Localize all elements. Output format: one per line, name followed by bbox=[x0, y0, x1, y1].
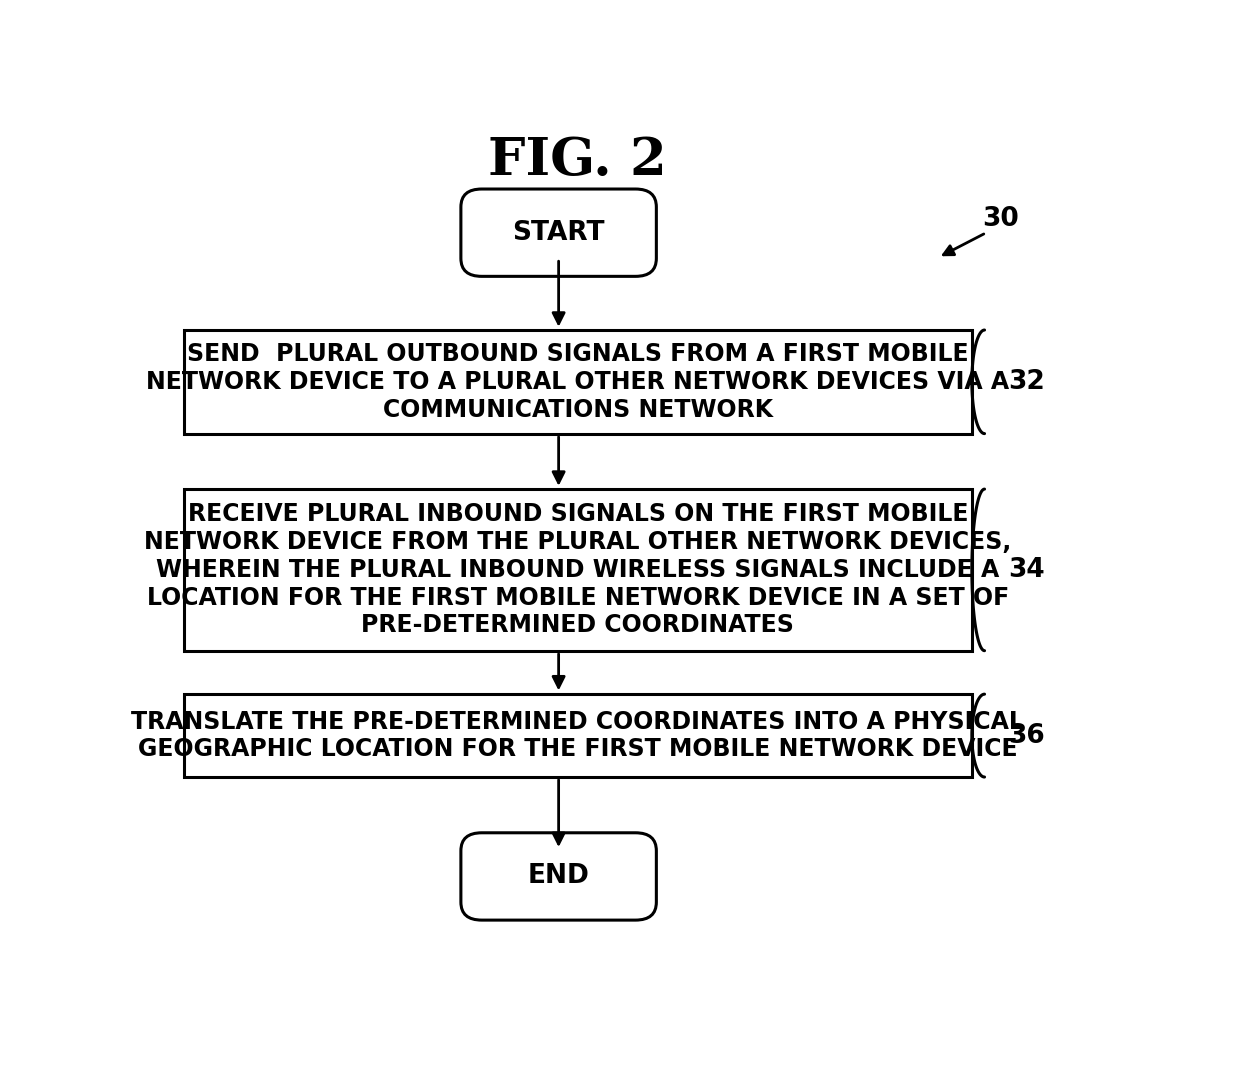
Bar bbox=[184, 490, 972, 651]
Bar bbox=[184, 330, 972, 434]
Text: END: END bbox=[528, 863, 589, 890]
Text: 32: 32 bbox=[1008, 369, 1045, 395]
Text: RECEIVE PLURAL INBOUND SIGNALS ON THE FIRST MOBILE
NETWORK DEVICE FROM THE PLURA: RECEIVE PLURAL INBOUND SIGNALS ON THE FI… bbox=[144, 502, 1012, 637]
Bar bbox=[184, 694, 972, 777]
FancyBboxPatch shape bbox=[461, 833, 656, 920]
Text: SEND  PLURAL OUTBOUND SIGNALS FROM A FIRST MOBILE
NETWORK DEVICE TO A PLURAL OTH: SEND PLURAL OUTBOUND SIGNALS FROM A FIRS… bbox=[146, 342, 1009, 422]
Text: FIG. 2: FIG. 2 bbox=[489, 136, 667, 186]
Text: START: START bbox=[512, 220, 605, 245]
FancyBboxPatch shape bbox=[461, 189, 656, 277]
Text: TRANSLATE THE PRE-DETERMINED COORDINATES INTO A PHYSICAL
GEOGRAPHIC LOCATION FOR: TRANSLATE THE PRE-DETERMINED COORDINATES… bbox=[131, 710, 1024, 762]
Text: 34: 34 bbox=[1008, 557, 1045, 583]
Text: 30: 30 bbox=[982, 206, 1019, 231]
Text: 36: 36 bbox=[1008, 723, 1045, 749]
